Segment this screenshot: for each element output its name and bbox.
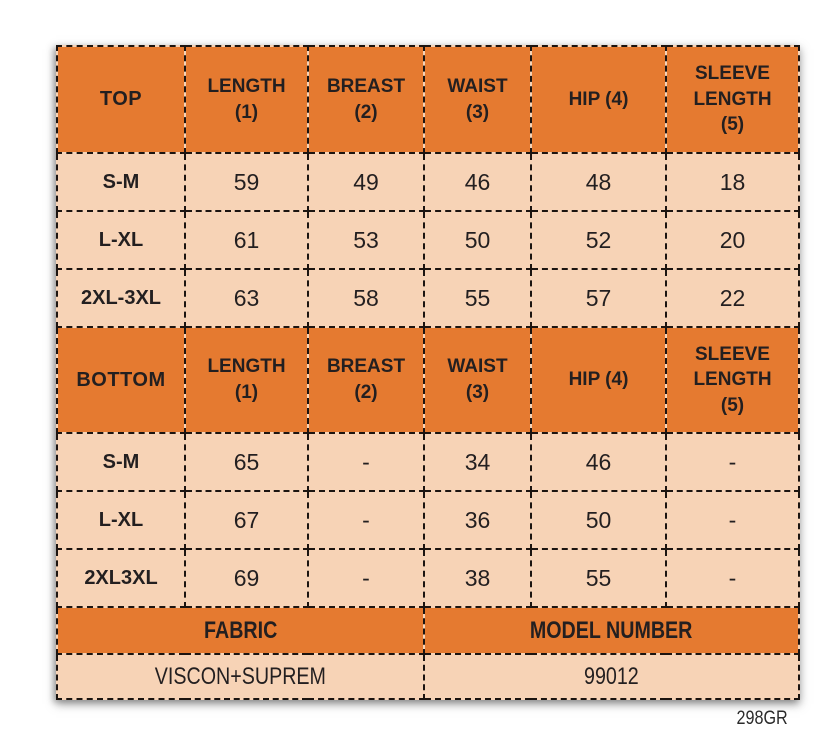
model-number-value-cell: 99012 — [423, 653, 800, 700]
section-header-bottom: BOTTOM — [56, 326, 186, 434]
model-number-header-label: MODEL NUMBER — [530, 616, 693, 644]
value-cell: 38 — [423, 548, 532, 608]
table-row-top-sm: S-M 59 49 46 48 18 — [56, 152, 800, 212]
value-cell: 61 — [184, 210, 309, 270]
value-cell: 36 — [423, 490, 532, 550]
value-cell: 34 — [423, 432, 532, 492]
column-header-waist: WAIST (3) — [423, 45, 532, 154]
column-header-hip: HIP (4) — [530, 326, 667, 434]
weight-code-label: 298GR — [736, 708, 788, 729]
value-cell: 46 — [423, 152, 532, 212]
section-header-top: TOP — [56, 45, 186, 154]
table-row-footer-values: VISCON+SUPREM 99012 — [56, 653, 800, 700]
table-row-bottom-sm: S-M 65 - 34 46 - — [56, 432, 800, 492]
table-row-bottom-lxl: L-XL 67 - 36 50 - — [56, 490, 800, 550]
table-row-bottom-2xl3xl: 2XL3XL 69 - 38 55 - — [56, 548, 800, 608]
value-cell: 50 — [423, 210, 532, 270]
table-row-top-lxl: L-XL 61 53 50 52 20 — [56, 210, 800, 270]
value-cell: 53 — [307, 210, 425, 270]
table-row-top-header: TOP LENGTH (1) BREAST (2) WAIST (3) HIP … — [56, 45, 800, 154]
size-chart-table: TOP LENGTH (1) BREAST (2) WAIST (3) HIP … — [56, 45, 800, 700]
value-cell: 55 — [530, 548, 667, 608]
table-row-top-2xl3xl: 2XL-3XL 63 58 55 57 22 — [56, 268, 800, 328]
value-cell: 49 — [307, 152, 425, 212]
value-cell: 63 — [184, 268, 309, 328]
value-cell: - — [665, 432, 800, 492]
column-header-breast: BREAST (2) — [307, 326, 425, 434]
value-cell: 48 — [530, 152, 667, 212]
value-cell: 59 — [184, 152, 309, 212]
fabric-value-cell: VISCON+SUPREM — [56, 653, 425, 700]
value-cell: - — [665, 548, 800, 608]
value-cell: - — [307, 432, 425, 492]
size-label: L-XL — [56, 490, 186, 550]
model-number-header: MODEL NUMBER — [423, 606, 800, 655]
value-cell: 20 — [665, 210, 800, 270]
fabric-header-label: FABRIC — [203, 616, 278, 644]
table-row-footer-header: FABRIC MODEL NUMBER — [56, 606, 800, 655]
size-label: 2XL-3XL — [56, 268, 186, 328]
value-cell: 22 — [665, 268, 800, 328]
value-cell: 46 — [530, 432, 667, 492]
weight-code: 298GR — [732, 708, 792, 730]
value-cell: - — [307, 490, 425, 550]
column-header-length: LENGTH (1) — [184, 326, 309, 434]
table-row-bottom-header: BOTTOM LENGTH (1) BREAST (2) WAIST (3) H… — [56, 326, 800, 434]
fabric-value: VISCON+SUPREM — [154, 662, 327, 690]
size-label: 2XL3XL — [56, 548, 186, 608]
model-number-value: 99012 — [584, 662, 639, 690]
value-cell: 69 — [184, 548, 309, 608]
column-header-sleeve-length: SLEEVE LENGTH (5) — [665, 45, 800, 154]
column-header-length: LENGTH (1) — [184, 45, 309, 154]
column-header-waist: WAIST (3) — [423, 326, 532, 434]
size-label: S-M — [56, 432, 186, 492]
value-cell: 57 — [530, 268, 667, 328]
value-cell: 18 — [665, 152, 800, 212]
value-cell: 67 — [184, 490, 309, 550]
column-header-sleeve-length: SLEEVE LENGTH (5) — [665, 326, 800, 434]
value-cell: - — [665, 490, 800, 550]
size-label: L-XL — [56, 210, 186, 270]
value-cell: 52 — [530, 210, 667, 270]
column-header-breast: BREAST (2) — [307, 45, 425, 154]
fabric-header: FABRIC — [56, 606, 425, 655]
column-header-hip: HIP (4) — [530, 45, 667, 154]
size-label: S-M — [56, 152, 186, 212]
value-cell: 58 — [307, 268, 425, 328]
value-cell: 65 — [184, 432, 309, 492]
value-cell: - — [307, 548, 425, 608]
value-cell: 55 — [423, 268, 532, 328]
value-cell: 50 — [530, 490, 667, 550]
